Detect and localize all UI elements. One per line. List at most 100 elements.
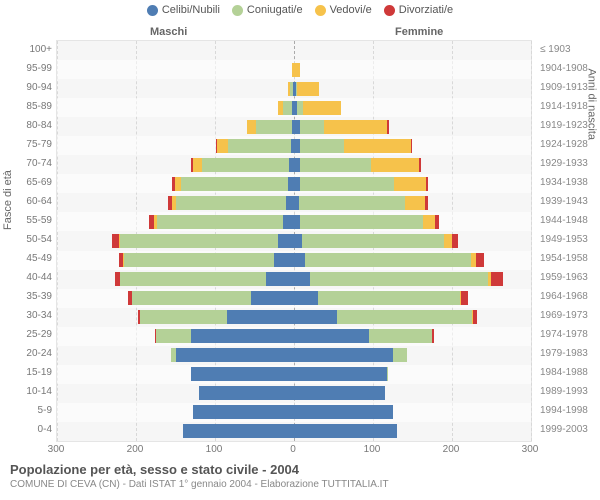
bar-segment-female xyxy=(302,234,444,248)
age-label: 70-74 xyxy=(6,158,52,169)
bar-segment-female xyxy=(300,215,422,229)
bar-segment-male xyxy=(286,196,294,210)
bar-segment-female xyxy=(294,367,387,381)
birth-year-label: 1989-1993 xyxy=(540,386,596,397)
pyramid-row xyxy=(57,231,531,250)
bar-segment-female xyxy=(369,329,432,343)
bar-segment-male xyxy=(115,272,120,286)
age-label: 65-69 xyxy=(6,177,52,188)
bar-segment-female xyxy=(419,158,421,172)
legend-swatch xyxy=(384,5,395,16)
bar-segment-female xyxy=(344,139,411,153)
bar-segment-male xyxy=(288,82,290,96)
pyramid-row xyxy=(57,403,531,422)
age-label: 95-99 xyxy=(6,63,52,74)
age-label: 5-9 xyxy=(6,405,52,416)
bar-segment-male xyxy=(168,196,172,210)
pyramid-row xyxy=(57,60,531,79)
bar-segment-female xyxy=(337,310,471,324)
birth-year-label: 1949-1953 xyxy=(540,234,596,245)
bar-segment-female xyxy=(387,367,388,381)
age-label: 75-79 xyxy=(6,139,52,150)
bar-segment-male xyxy=(202,158,289,172)
pyramid-row xyxy=(57,308,531,327)
bar-segment-male xyxy=(156,329,192,343)
bar-segment-male xyxy=(228,139,291,153)
x-tick-label: 200 xyxy=(127,444,144,455)
bar-segment-female xyxy=(393,348,407,362)
legend-label: Coniugati/e xyxy=(247,4,303,16)
bar-segment-female xyxy=(299,196,406,210)
pyramid-row xyxy=(57,346,531,365)
bar-segment-female xyxy=(297,82,319,96)
bar-segment-male xyxy=(283,101,292,115)
bar-segment-male xyxy=(120,234,278,248)
birth-year-label: 1904-1908 xyxy=(540,63,596,74)
bar-segment-female xyxy=(294,253,305,267)
bar-segment-male xyxy=(119,234,121,248)
bar-segment-male xyxy=(216,139,217,153)
pyramid-row xyxy=(57,79,531,98)
bar-segment-female xyxy=(300,120,324,134)
x-tick-label: 100 xyxy=(364,444,381,455)
birth-year-label: 1909-1913 xyxy=(540,82,596,93)
bar-segment-female xyxy=(473,310,478,324)
bar-segment-male xyxy=(278,234,294,248)
age-label: 55-59 xyxy=(6,215,52,226)
bar-segment-female xyxy=(426,177,428,191)
bar-segment-male xyxy=(183,424,294,438)
pyramid-row xyxy=(57,193,531,212)
pyramid-row xyxy=(57,365,531,384)
bar-segment-male xyxy=(227,310,294,324)
bar-segment-female xyxy=(294,329,369,343)
bar-segment-male xyxy=(266,272,294,286)
pyramid-row xyxy=(57,251,531,270)
bar-segment-male xyxy=(251,291,294,305)
bar-segment-male xyxy=(112,234,118,248)
chart-footer: Popolazione per età, sesso e stato civil… xyxy=(10,462,590,490)
x-tick-label: 300 xyxy=(48,444,65,455)
bar-segment-male xyxy=(128,291,132,305)
legend-item: Divorziati/e xyxy=(384,4,453,16)
female-label: Femmine xyxy=(395,26,443,38)
birth-year-label: 1914-1918 xyxy=(540,101,596,112)
pyramid-row xyxy=(57,289,531,308)
bar-segment-female xyxy=(294,291,318,305)
legend-item: Vedovi/e xyxy=(315,4,372,16)
legend-label: Divorziati/e xyxy=(399,4,453,16)
bar-segment-male xyxy=(274,253,294,267)
bar-segment-female xyxy=(303,101,341,115)
bar-segment-female xyxy=(324,120,387,134)
bar-segment-male xyxy=(290,82,293,96)
birth-year-label: 1994-1998 xyxy=(540,405,596,416)
age-label: 100+ xyxy=(6,44,52,55)
bar-segment-male xyxy=(140,310,227,324)
bar-segment-female xyxy=(491,272,504,286)
bar-segment-female xyxy=(294,310,337,324)
population-pyramid: Celibi/Nubili Coniugati/e Vedovi/e Divorzia… xyxy=(0,0,600,500)
bar-segment-female xyxy=(294,386,385,400)
bar-segment-female xyxy=(452,234,458,248)
age-label: 35-39 xyxy=(6,291,52,302)
bar-segment-female xyxy=(300,177,395,191)
bar-segment-male xyxy=(191,158,193,172)
birth-year-label: 1919-1923 xyxy=(540,120,596,131)
bar-segment-female xyxy=(294,63,300,77)
age-label: 20-24 xyxy=(6,348,52,359)
bar-segment-female xyxy=(294,405,393,419)
bar-segment-female xyxy=(371,158,418,172)
pyramid-row xyxy=(57,212,531,231)
birth-year-label: 1984-1988 xyxy=(540,367,596,378)
x-tick-label: 200 xyxy=(443,444,460,455)
x-tick-label: 300 xyxy=(522,444,539,455)
birth-year-label: 1969-1973 xyxy=(540,310,596,321)
bar-segment-female xyxy=(423,215,435,229)
legend-label: Celibi/Nubili xyxy=(162,4,220,16)
pyramid-row xyxy=(57,422,531,441)
birth-year-label: 1924-1928 xyxy=(540,139,596,150)
bar-segment-female xyxy=(310,272,488,286)
bar-segment-male xyxy=(119,253,124,267)
male-label: Maschi xyxy=(150,26,187,38)
age-label: 45-49 xyxy=(6,253,52,264)
x-tick-label: 0 xyxy=(290,444,296,455)
